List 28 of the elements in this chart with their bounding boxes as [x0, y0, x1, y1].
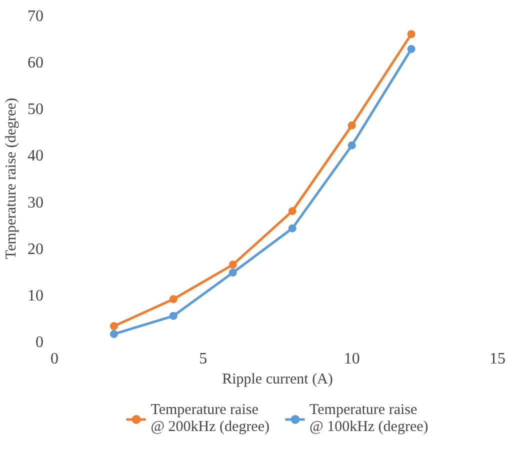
y-tick-label: 60 [28, 54, 44, 72]
point [110, 322, 118, 330]
y-axis-title: Temperature raise (degree) [4, 98, 20, 260]
point [110, 330, 118, 338]
point [288, 224, 296, 232]
point [228, 260, 237, 269]
x-axis-title: Ripple current (A) [222, 372, 333, 388]
y-tick-label: 30 [28, 194, 44, 212]
x-tick-label: 0 [50, 350, 58, 368]
point [407, 45, 416, 54]
point [407, 30, 416, 38]
point [169, 312, 178, 320]
y-tick-label: 0 [36, 334, 44, 351]
y-tick-label: 50 [28, 101, 44, 118]
y-tick-label: 10 [28, 287, 44, 304]
legend-label: Temperature raise @ 200kHz (degree) [150, 401, 270, 437]
y-tick-label: 40 [28, 148, 44, 165]
point [348, 121, 356, 130]
x-tick-label: 15 [490, 350, 506, 368]
point [348, 141, 356, 150]
point [228, 268, 237, 277]
x-tick-label: 10 [344, 350, 360, 368]
point [288, 207, 296, 216]
y-tick-label: 20 [28, 240, 44, 258]
y-tick-label: 70 [28, 8, 44, 25]
point [169, 295, 178, 304]
x-tick-label: 5 [199, 350, 208, 368]
legend-label: Temperature raise @ 100kHz (degree) [310, 401, 428, 437]
